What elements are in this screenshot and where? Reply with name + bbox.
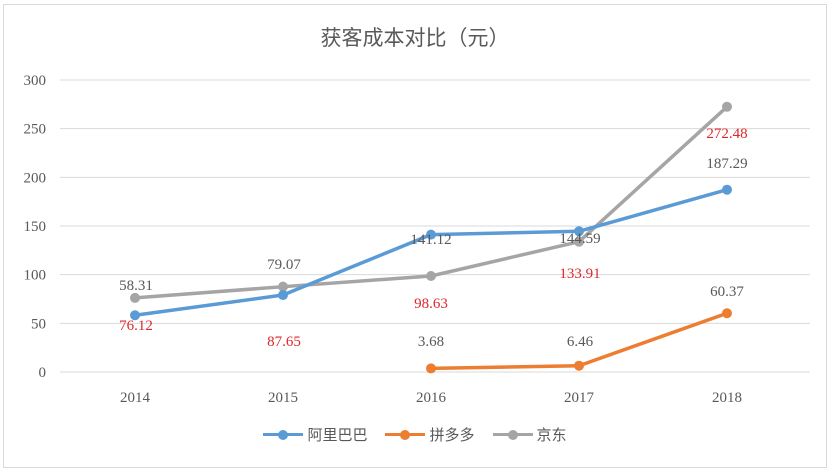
legend-item-pinduoduo[interactable]: 拼多多 [385, 424, 475, 445]
legend-line-marker-icon [385, 429, 426, 440]
data-label: 141.12 [410, 232, 451, 248]
data-label: 60.37 [710, 284, 744, 300]
y-tick-label: 150 [24, 219, 47, 235]
data-point-marker[interactable] [722, 184, 732, 195]
data-point-marker[interactable] [130, 310, 140, 321]
data-label: 144.59 [559, 231, 600, 247]
legend-line-marker-icon [492, 429, 533, 440]
data-label: 58.31 [119, 278, 153, 294]
legend-label: 京东 [536, 426, 567, 444]
series-line [134, 105, 729, 300]
data-point-marker[interactable] [426, 271, 436, 282]
y-tick-label: 50 [31, 316, 46, 332]
data-label: 98.63 [414, 296, 448, 312]
data-point-marker[interactable] [130, 292, 140, 303]
x-tick-label: 2016 [416, 390, 447, 406]
data-point-marker[interactable] [722, 101, 732, 112]
data-label: 272.48 [706, 126, 747, 142]
data-label: 6.46 [567, 334, 594, 350]
legend-item-jd[interactable]: 京东 [492, 424, 567, 445]
data-point-marker[interactable] [278, 281, 288, 292]
x-tick-label: 2018 [712, 390, 742, 406]
chart-frame [3, 4, 827, 468]
data-point-marker[interactable] [574, 226, 584, 237]
y-tick-label: 100 [24, 268, 47, 284]
data-point-marker[interactable] [574, 236, 584, 247]
legend-label: 拼多多 [429, 426, 475, 444]
legend-label: 阿里巴巴 [307, 426, 368, 444]
data-label: 79.07 [267, 257, 301, 273]
data-point-marker[interactable] [426, 229, 436, 240]
data-point-marker[interactable] [574, 360, 584, 371]
chart-title: 获客成本对比（元） [320, 26, 510, 50]
legend-line-marker-icon [263, 429, 304, 440]
chart-legend: 阿里巴巴 拼多多 京东 [0, 424, 830, 445]
y-tick-label: 250 [24, 122, 47, 138]
data-label: 187.29 [706, 156, 747, 172]
data-point-marker[interactable] [722, 308, 732, 319]
x-tick-label: 2017 [564, 390, 595, 406]
data-point-marker[interactable] [426, 363, 436, 374]
y-tick-label: 200 [24, 170, 47, 186]
data-label: 133.91 [559, 266, 600, 282]
data-label: 3.68 [418, 334, 444, 350]
data-label: 87.65 [267, 334, 301, 350]
legend-item-alibaba[interactable]: 阿里巴巴 [263, 424, 367, 445]
data-point-marker[interactable] [278, 290, 288, 301]
y-tick-label: 0 [39, 365, 47, 381]
y-tick-label: 300 [24, 73, 47, 89]
data-label: 76.12 [119, 318, 153, 334]
x-tick-label: 2014 [120, 390, 151, 406]
x-tick-label: 2015 [268, 390, 298, 406]
